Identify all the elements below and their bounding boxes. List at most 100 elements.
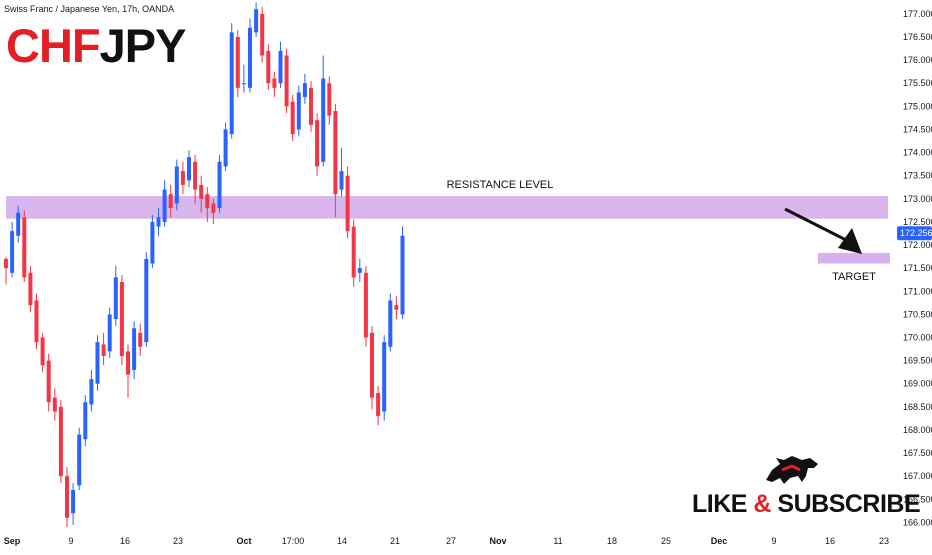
candle-body — [388, 300, 393, 347]
y-tick-label: 176.000 — [903, 55, 932, 65]
candle-body — [65, 476, 69, 518]
candle-body — [254, 9, 259, 33]
candle-body — [199, 184, 204, 199]
candle-body — [174, 166, 179, 204]
y-tick-label: 168.500 — [903, 402, 932, 412]
y-axis: 177.000 176.500 176.000 175.500 175.000 174.5… — [897, 9, 932, 527]
x-tick-label: 23 — [879, 536, 889, 546]
candle-body — [89, 379, 94, 405]
candle-body — [34, 300, 39, 343]
x-tick-label: 9 — [771, 536, 776, 546]
target-label: TARGET — [832, 271, 876, 283]
candle-body — [327, 83, 332, 116]
x-tick-label: Sep — [4, 536, 21, 546]
target-zone — [818, 252, 890, 264]
candle-body — [107, 314, 112, 352]
candle-body — [101, 344, 106, 356]
candle-body — [71, 490, 76, 514]
candle-body — [180, 171, 185, 185]
bull-logo-icon — [766, 456, 818, 484]
x-tick-label: Nov — [489, 536, 506, 546]
candle-body — [260, 13, 265, 56]
candle-body — [162, 189, 167, 222]
candle-body — [16, 212, 21, 236]
y-tick-label: 174.000 — [903, 148, 932, 158]
candle-body — [46, 360, 51, 403]
ticker-title: CHFJPY — [6, 18, 187, 74]
candle-body — [40, 337, 45, 366]
x-tick-label: 11 — [553, 536, 562, 546]
y-tick-label: 175.500 — [903, 78, 932, 88]
candle-body — [95, 342, 100, 384]
candle-body — [339, 171, 344, 190]
candle-body — [235, 36, 240, 88]
y-tick-label: 170.000 — [903, 333, 932, 343]
y-tick-label: 173.000 — [903, 194, 932, 204]
annotations-layer: RESISTANCE LEVEL TARGET — [447, 179, 877, 283]
x-tick-label: 18 — [607, 536, 617, 546]
y-tick-label: 171.500 — [903, 263, 932, 273]
symbol-header: Swiss Franc / Japanese Yen, 17h, OANDA — [4, 4, 175, 14]
x-tick-label: 17:00 — [282, 536, 305, 546]
x-tick-label: 16 — [120, 536, 130, 546]
candle-body — [205, 194, 210, 209]
y-tick-label: 166.000 — [903, 517, 932, 527]
candle-body — [77, 434, 82, 486]
target-arrow-line — [784, 207, 847, 242]
candle-body — [309, 87, 313, 125]
x-tick-label: 16 — [825, 536, 835, 546]
candle-body — [370, 332, 374, 398]
x-tick-label: 9 — [68, 536, 73, 546]
candle-body — [83, 402, 88, 440]
y-tick-label: 175.000 — [903, 101, 932, 111]
candle-body — [333, 110, 338, 195]
candles-layer — [4, 2, 405, 528]
candle-body — [382, 342, 387, 412]
candle-body — [126, 351, 130, 375]
y-tick-label: 172.000 — [903, 240, 932, 250]
candle-body — [150, 221, 155, 264]
last-price-tag — [897, 226, 932, 241]
candle-body — [248, 27, 252, 88]
candle-body — [229, 32, 234, 135]
candle-body — [376, 392, 381, 417]
x-axis: Sep 9 16 23 Oct 17:00 14 21 27 Nov 11 18 25 Dec 9 16 23 — [4, 536, 889, 546]
candle-body — [400, 235, 405, 315]
candle-body — [52, 397, 57, 412]
candle-body — [284, 55, 289, 107]
y-tick-label: 170.500 — [903, 309, 932, 319]
badge-subscribe: SUBSCRIBE — [777, 490, 921, 518]
x-tick-label: Dec — [711, 536, 728, 546]
candle-body — [217, 161, 222, 209]
candle-body — [4, 258, 8, 269]
resistance-label: RESISTANCE LEVEL — [447, 179, 554, 191]
ticker-part1: CHF — [6, 19, 101, 72]
y-tick-label: 167.000 — [903, 471, 932, 481]
candle-body — [290, 101, 295, 135]
candle-body — [132, 328, 137, 370]
x-tick-label: 21 — [390, 536, 400, 546]
badge-like: LIKE — [692, 490, 747, 518]
y-tick-label: 172.500 — [903, 217, 932, 227]
x-tick-label: 27 — [446, 536, 456, 546]
y-tick-label: 166.500 — [903, 494, 932, 504]
candle-body — [10, 231, 15, 273]
candle-body — [22, 217, 27, 278]
y-tick-label: 169.500 — [903, 356, 932, 366]
x-tick-label: 23 — [173, 536, 183, 546]
ticker-part2: JPY — [99, 19, 187, 72]
zones-layer — [6, 196, 890, 264]
candle-body — [144, 258, 149, 343]
candle-body — [296, 92, 301, 130]
candle-body — [278, 50, 283, 84]
badge-amp: & — [753, 490, 771, 518]
like-subscribe-badge[interactable]: LIKE & SUBSCRIBE — [692, 490, 921, 519]
candle-body — [28, 272, 33, 306]
candle-body — [357, 268, 362, 273]
candle-body — [223, 129, 228, 167]
candle-body — [241, 83, 246, 85]
candle-body — [315, 120, 320, 167]
y-tick-label: 173.500 — [903, 171, 932, 181]
